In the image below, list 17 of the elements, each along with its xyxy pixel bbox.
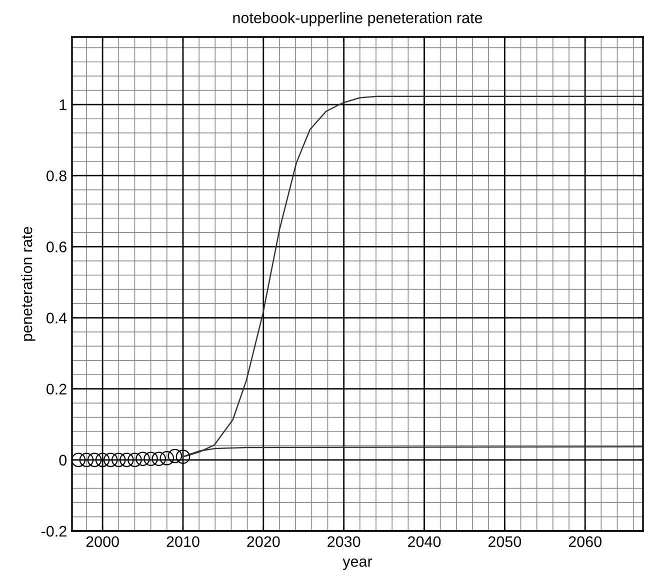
x-tick-label: 2050 [488, 536, 522, 548]
x-tick-label: 2020 [247, 536, 280, 548]
y-tick-label: 0.4 [46, 312, 67, 324]
chart-title: notebook-upperline peneteration rate [233, 12, 482, 26]
y-tick-label: -0.2 [41, 526, 66, 537]
x-tick-label: 2030 [328, 536, 360, 548]
y-axis-title: peneteration rate [21, 226, 36, 341]
y-tick-label: 0.8 [46, 170, 66, 182]
x-tick-label: 2060 [568, 536, 602, 548]
y-tick-label: 0.2 [46, 384, 66, 395]
x-axis-title: year [342, 558, 372, 570]
y-tick-label: 1 [60, 100, 66, 110]
y-tick-label: 0.6 [46, 242, 66, 252]
x-tick-label: 2010 [166, 536, 200, 548]
x-tick-label: 2040 [408, 536, 441, 548]
y-tick-label: 0 [59, 454, 67, 466]
x-tick-label: 2000 [86, 536, 119, 548]
